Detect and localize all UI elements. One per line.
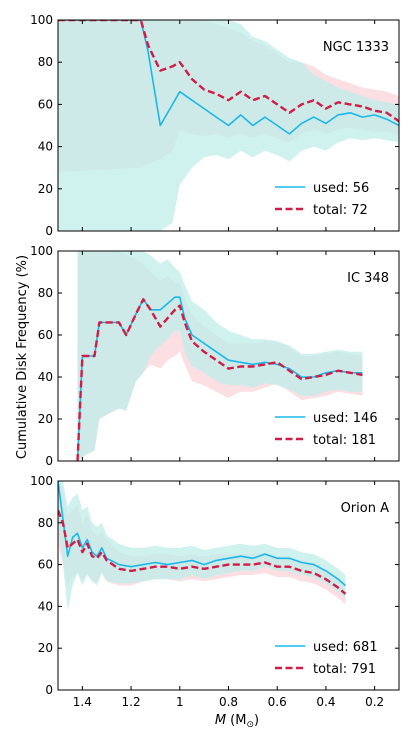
panel-title: Orion A: [341, 501, 390, 516]
plot-area: [58, 20, 399, 231]
used-confidence-band: [58, 481, 346, 611]
x-tick-label: 1: [176, 695, 184, 709]
panel-3: 1.4 1.2 1 0.8 0.6 0.4 0.2 0 20 40 60 80 100 Orion A us…: [30, 474, 400, 709]
y-axis-label: Cumulative Disk Frequency (%): [15, 255, 30, 459]
x-axis-label-close: ): [254, 713, 259, 728]
x-tick-label: 0.8: [219, 695, 238, 709]
y-tick-label: 80: [38, 516, 53, 530]
series-total-line: [58, 20, 399, 123]
y-tick-label: 80: [38, 286, 53, 300]
series-total-line: [58, 509, 347, 595]
y-tick-label: 20: [38, 182, 53, 196]
y-tick-label: 20: [38, 412, 53, 426]
series-total-line: [76, 298, 363, 461]
panel-2: 0 20 40 60 80 100 IC 348 used: 146 total: 181: [30, 244, 400, 468]
y-tick-label: 100: [30, 13, 53, 27]
x-tick-label: 0.4: [316, 695, 335, 709]
y-tick-label: 100: [30, 244, 53, 258]
y-tick-label: 0: [45, 683, 53, 697]
used-confidence-band: [77, 251, 363, 461]
y-tick-label: 20: [38, 641, 53, 655]
y-tick-label: 40: [38, 599, 53, 613]
x-tick-label: 1.2: [122, 695, 141, 709]
y-tick-label: 100: [30, 474, 53, 488]
x-axis-label-symbol: M: [215, 713, 226, 728]
plot-area: [58, 481, 347, 611]
x-axis-label-units: (M: [230, 713, 246, 728]
y-tick-label: 60: [38, 97, 53, 111]
y-tick-label: 60: [38, 558, 53, 572]
y-tick-label: 40: [38, 140, 53, 154]
plot-area: [76, 251, 363, 461]
panel-title: IC 348: [347, 271, 389, 286]
x-tick-label: 0.2: [365, 695, 384, 709]
y-tick-label: 80: [38, 55, 53, 69]
legend-total-label: total: 791: [313, 662, 376, 677]
series-used-line: [58, 481, 346, 587]
legend-used-label: used: 146: [313, 411, 378, 426]
panels: 0 20 40 60 80 100 NGC 1333 used: 56 total: 72 0 20…: [30, 13, 400, 709]
x-axis-label-subscript: ⊙: [246, 720, 254, 730]
y-tick-label: 40: [38, 370, 53, 384]
x-axis-label: M (M⊙): [215, 713, 259, 730]
x-tick-label: 1.4: [73, 695, 92, 709]
legend-total-label: total: 72: [313, 203, 368, 218]
legend-used-label: used: 681: [313, 640, 378, 655]
y-tick-label: 0: [45, 224, 53, 238]
series-used-line: [58, 20, 399, 135]
panel-1: 0 20 40 60 80 100 NGC 1333 used: 56 total: 72: [30, 13, 400, 238]
legend-total-label: total: 181: [313, 433, 376, 448]
y-tick-label: 0: [45, 454, 53, 468]
y-tick-label: 60: [38, 328, 53, 342]
x-tick-label: 0.6: [268, 695, 287, 709]
panel-title: NGC 1333: [323, 40, 389, 55]
legend-used-label: used: 56: [313, 181, 369, 196]
